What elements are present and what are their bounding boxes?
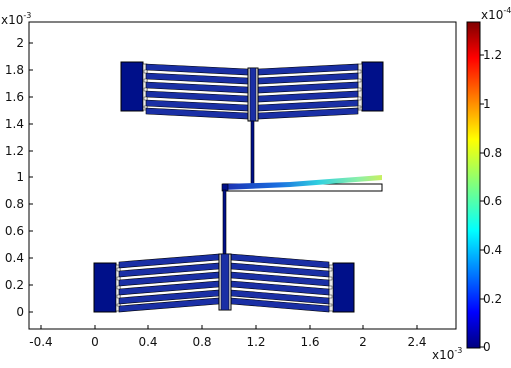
colorbar-tick-label: 0: [483, 340, 491, 354]
x-axis-ticks: -0.4 0 0.4 0.8 1.2 1.6 2 2.4: [29, 325, 427, 349]
colorbar-tick-label: 0.8: [483, 146, 502, 160]
colorbar-gradient: [466, 21, 481, 349]
colorbar-tick-label: 1: [483, 97, 491, 111]
bottom-left-fingers: [118, 253, 220, 313]
top-comb-drive: [120, 61, 384, 186]
cantilever-beam: [221, 175, 383, 192]
colorbar-tick-label: 0.4: [483, 243, 502, 257]
bottom-comb-drive: [93, 189, 355, 313]
bottom-left-anchor-pad: [93, 262, 117, 313]
y-tick-label: 2: [16, 36, 24, 50]
colorbar-multiplier: x10-4: [481, 6, 511, 22]
y-tick-label: 1.2: [5, 144, 24, 158]
x-tick-label: 1.2: [246, 335, 265, 349]
colorbar-tick-label: 1.2: [483, 48, 502, 62]
y-tick-label: 0.2: [5, 278, 24, 292]
top-right-anchor-pad: [361, 61, 384, 112]
y-tick-label: 0.8: [5, 197, 24, 211]
y-tick-label: 1.8: [5, 63, 24, 77]
x-tick-label: 1.6: [300, 335, 319, 349]
bottom-right-anchor-pad: [332, 262, 355, 313]
y-tick-label: 0: [16, 305, 24, 319]
y-tick-label: 1: [16, 170, 24, 184]
top-tether: [250, 120, 255, 186]
beam-deformed-shape: [223, 175, 382, 190]
top-left-anchor-pad: [120, 61, 144, 112]
bottom-tether: [222, 189, 227, 259]
x-tick-label: 0: [91, 335, 99, 349]
top-left-fingers: [145, 63, 249, 120]
y-axis-ticks: 2 1.8 1.6 1.4 1.2 1 0.8 0.6 0.4 0.2 0: [5, 36, 33, 319]
x-tick-label: -0.4: [29, 335, 52, 349]
x-tick-label: 2: [359, 335, 367, 349]
y-tick-label: 0.6: [5, 224, 24, 238]
x-tick-label: 0.4: [138, 335, 157, 349]
x-tick-label: 2.4: [407, 335, 426, 349]
colorbar-tick-label: 0.6: [483, 194, 502, 208]
y-tick-label: 0.4: [5, 251, 24, 265]
y-tick-label: 1.4: [5, 117, 24, 131]
x-axis-multiplier: x10-3: [432, 346, 462, 362]
colorbar: x10-4 1.2 1 0.8 0.6 0.4 0.2 0: [466, 6, 511, 354]
y-axis-multiplier: x10-3: [1, 11, 31, 27]
y-tick-label: 1.6: [5, 90, 24, 104]
top-right-fingers: [257, 63, 359, 120]
x-tick-label: 0.8: [192, 335, 211, 349]
colorbar-tick-label: 0.2: [483, 292, 502, 306]
